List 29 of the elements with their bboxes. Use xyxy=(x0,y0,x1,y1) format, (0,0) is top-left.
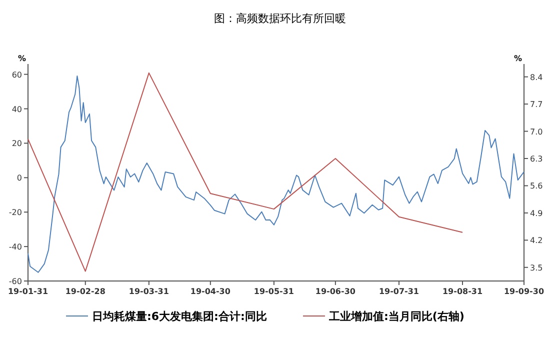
x-tick-label: 19-03-31 xyxy=(128,287,170,296)
x-tick-label: 19-05-31 xyxy=(254,287,294,296)
y-tick-label: 40 xyxy=(12,104,22,114)
x-tick-label: 19-07-31 xyxy=(378,287,420,296)
y2-tick-label: 6.3 xyxy=(530,154,543,164)
legend-label: 日均耗煤量:6大发电集团:合计:同比 xyxy=(92,310,267,323)
x-tick-label: 19-09-30 xyxy=(504,287,544,296)
legend-label: 工业增加值:当月同比(右轴) xyxy=(328,310,464,323)
x-tick-label: 19-02-28 xyxy=(65,287,106,296)
chart-title: 图：高频数据环比有所回暖 xyxy=(214,12,346,25)
y2-axis-title: % xyxy=(514,54,522,63)
x-tick-label: 19-06-30 xyxy=(315,287,356,296)
y-tick-label: -40 xyxy=(8,242,22,252)
y-tick-label: 60 xyxy=(12,70,22,80)
x-tick-label: 19-01-31 xyxy=(8,287,48,296)
y2-tick-label: 7.7 xyxy=(530,100,543,110)
y-tick-label: -20 xyxy=(8,208,22,218)
y2-tick-label: 7.0 xyxy=(530,127,543,136)
y2-tick-label: 4.2 xyxy=(530,236,543,246)
y-axis-title: % xyxy=(18,54,26,63)
y-tick-label: 20 xyxy=(12,139,22,148)
y2-tick-label: 5.6 xyxy=(530,182,543,191)
y2-tick-label: 8.4 xyxy=(530,72,543,82)
y-tick-label: -60 xyxy=(8,277,22,286)
y-tick-label: 0 xyxy=(16,174,22,183)
y2-tick-label: 4.9 xyxy=(530,208,543,218)
y2-tick-label: 3.5 xyxy=(530,263,543,272)
x-tick-label: 19-04-30 xyxy=(190,287,231,296)
x-tick-label: 19-08-31 xyxy=(442,287,483,296)
